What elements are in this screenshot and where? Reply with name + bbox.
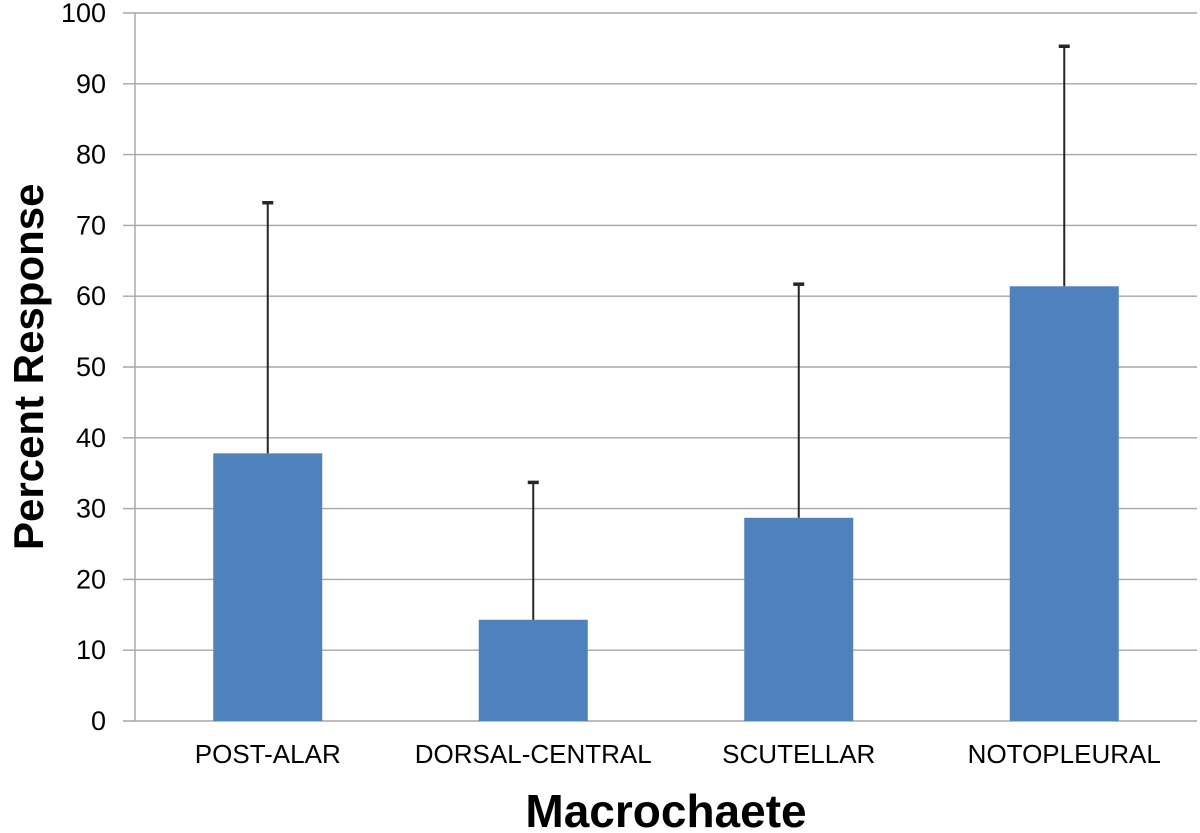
y-tick-label-50: 50 [76,352,106,382]
y-tick-label-90: 90 [76,69,106,99]
y-tick-label-60: 60 [76,281,106,311]
y-tick-label-40: 40 [76,423,106,453]
x-category-label-notopleural: NOTOPLEURAL [968,739,1161,769]
y-tick-label-80: 80 [76,140,106,170]
y-tick-label-0: 0 [91,706,106,736]
x-category-label-post-alar: POST-ALAR [195,739,341,769]
x-category-label-scutellar: SCUTELLAR [722,739,875,769]
x-category-label-dorsal-central: DORSAL-CENTRAL [415,739,652,769]
y-tick-label-10: 10 [76,635,106,665]
y-tick-label-30: 30 [76,494,106,524]
bar-scutellar [744,517,854,721]
bar-dorsal-central [478,619,588,721]
bar-post-alar [213,453,323,721]
bar-notopleural [1009,286,1119,721]
y-tick-label-100: 100 [61,0,106,28]
y-tick-label-20: 20 [76,564,106,594]
x-axis-title: Macrochaete [525,785,807,833]
y-tick-label-70: 70 [76,210,106,240]
